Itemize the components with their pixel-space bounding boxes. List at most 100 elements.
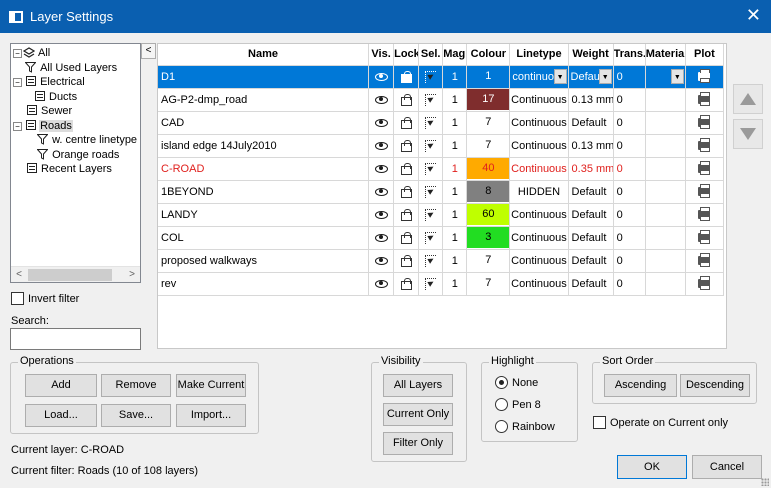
trans-cell[interactable]: 0 bbox=[613, 226, 646, 250]
mag-cell[interactable]: 1 bbox=[442, 203, 468, 227]
colour-cell[interactable]: 7 bbox=[485, 139, 492, 151]
linetype-cell[interactable]: Continuous bbox=[509, 203, 569, 227]
linetype-cell[interactable]: Continuous bbox=[509, 249, 569, 273]
linetype-cell[interactable]: Continuous bbox=[509, 272, 569, 296]
unlock-icon[interactable] bbox=[401, 116, 413, 129]
material-cell[interactable] bbox=[645, 203, 686, 227]
layer-name[interactable]: C-ROAD bbox=[158, 157, 370, 181]
collapse-toggle-icon[interactable]: − bbox=[13, 49, 22, 58]
selectable-cursor-icon[interactable] bbox=[425, 254, 437, 267]
tree-item-ducts[interactable]: Ducts bbox=[13, 90, 140, 105]
trans-cell[interactable]: 0 bbox=[613, 249, 646, 273]
layer-name[interactable]: D1 bbox=[158, 65, 370, 89]
tree-item-roads[interactable]: − Roads bbox=[13, 119, 140, 134]
save-button[interactable]: Save... bbox=[101, 404, 171, 427]
colour-cell[interactable]: 7 bbox=[485, 254, 492, 266]
weight-cell[interactable]: Default bbox=[568, 249, 614, 273]
scroll-right-icon[interactable]: > bbox=[129, 269, 135, 280]
move-up-button[interactable] bbox=[733, 84, 763, 114]
colour-cell[interactable]: 40 bbox=[467, 158, 509, 179]
visibility-eye-icon[interactable] bbox=[374, 118, 388, 127]
tree-item-electrical[interactable]: − Electrical bbox=[13, 75, 140, 90]
selectable-cursor-icon[interactable] bbox=[425, 70, 437, 83]
printer-icon[interactable] bbox=[698, 253, 711, 268]
linetype-cell[interactable]: Continuous bbox=[509, 134, 569, 158]
selectable-cursor-icon[interactable] bbox=[425, 208, 437, 221]
col-header-colour[interactable]: Colour bbox=[466, 44, 511, 66]
mag-cell[interactable]: 1 bbox=[442, 111, 468, 135]
selectable-cursor-icon[interactable] bbox=[425, 231, 437, 244]
tree-item-all[interactable]: − All bbox=[13, 46, 140, 61]
col-header-mag[interactable]: Mag. bbox=[442, 44, 468, 66]
printer-icon[interactable] bbox=[698, 161, 711, 176]
col-header-plot[interactable]: Plot bbox=[685, 44, 725, 66]
visibility-eye-icon[interactable] bbox=[374, 233, 388, 242]
visibility-eye-icon[interactable] bbox=[374, 95, 388, 104]
visibility-eye-icon[interactable] bbox=[374, 141, 388, 150]
printer-icon[interactable] bbox=[698, 207, 711, 222]
col-header-name[interactable]: Name bbox=[158, 44, 370, 66]
unlock-icon[interactable] bbox=[401, 93, 413, 106]
col-header-weight[interactable]: Weight bbox=[568, 44, 614, 66]
checkbox-box[interactable] bbox=[593, 416, 606, 429]
layer-name[interactable]: island edge 14July2010 bbox=[158, 134, 370, 158]
layer-name[interactable]: AG-P2-dmp_road bbox=[158, 88, 370, 112]
descending-button[interactable]: Descending bbox=[680, 374, 750, 397]
collapse-toggle-icon[interactable]: − bbox=[13, 121, 22, 131]
radio-dot[interactable] bbox=[495, 398, 508, 411]
linetype-dropdown[interactable]: continuou▼ bbox=[511, 68, 567, 85]
tree-horizontal-scrollbar[interactable]: < > bbox=[11, 266, 140, 282]
layer-name[interactable]: LANDY bbox=[158, 203, 370, 227]
weight-cell[interactable]: 0.35 mm bbox=[568, 157, 614, 181]
unlock-icon[interactable] bbox=[401, 231, 413, 244]
printer-icon[interactable] bbox=[698, 184, 711, 199]
layers-grid[interactable]: Name Vis. Lock Sel. Mag. Colour Linetype… bbox=[157, 43, 727, 349]
layer-name[interactable]: proposed walkways bbox=[158, 249, 370, 273]
selectable-cursor-icon[interactable] bbox=[425, 139, 437, 152]
colour-cell[interactable]: 1 bbox=[485, 70, 492, 82]
filter-tree[interactable]: − All All Used Layers − Electrical Ducts … bbox=[10, 43, 141, 283]
scroll-left-icon[interactable]: < bbox=[16, 269, 22, 280]
linetype-cell[interactable]: Continuous bbox=[509, 226, 569, 250]
weight-cell[interactable]: 0.13 mm bbox=[568, 134, 614, 158]
printer-icon[interactable] bbox=[698, 230, 711, 245]
colour-cell[interactable]: 8 bbox=[467, 181, 509, 202]
printer-icon[interactable] bbox=[698, 92, 711, 107]
mag-cell[interactable]: 1 bbox=[442, 226, 468, 250]
material-cell[interactable] bbox=[645, 226, 686, 250]
col-header-material[interactable]: Material bbox=[645, 44, 686, 66]
table-row[interactable]: COL 1 3 Continuous Default 0 bbox=[158, 226, 725, 250]
weight-cell[interactable]: Default bbox=[568, 203, 614, 227]
visibility-eye-icon[interactable] bbox=[374, 164, 388, 173]
unlock-icon[interactable] bbox=[401, 254, 413, 267]
all-layers-button[interactable]: All Layers bbox=[383, 374, 453, 397]
trans-cell[interactable]: 0 bbox=[613, 65, 646, 89]
checkbox-box[interactable] bbox=[11, 292, 24, 305]
mag-cell[interactable]: 1 bbox=[442, 249, 468, 273]
trans-cell[interactable]: 0 bbox=[613, 180, 646, 204]
colour-cell[interactable]: 60 bbox=[467, 204, 509, 225]
table-row[interactable]: D1 1 1 continuou▼ Default▼ 0 ▼ bbox=[158, 65, 725, 89]
col-header-linetype[interactable]: Linetype bbox=[509, 44, 569, 66]
trans-cell[interactable]: 0 bbox=[613, 134, 646, 158]
printer-icon[interactable] bbox=[698, 276, 711, 291]
layer-name[interactable]: CAD bbox=[158, 111, 370, 135]
tree-item-orange-roads[interactable]: Orange roads bbox=[13, 148, 140, 163]
weight-cell[interactable]: 0.13 mm bbox=[568, 88, 614, 112]
layer-name[interactable]: 1BEYOND bbox=[158, 180, 370, 204]
collapse-toggle-icon[interactable]: − bbox=[13, 78, 22, 87]
weight-cell[interactable]: Default bbox=[568, 111, 614, 135]
selectable-cursor-icon[interactable] bbox=[425, 116, 437, 129]
move-down-button[interactable] bbox=[733, 119, 763, 149]
selectable-cursor-icon[interactable] bbox=[425, 185, 437, 198]
tree-item-sewer[interactable]: Sewer bbox=[13, 104, 140, 119]
trans-cell[interactable]: 0 bbox=[613, 111, 646, 135]
weight-cell[interactable]: Default bbox=[568, 272, 614, 296]
material-dropdown[interactable]: ▼ bbox=[646, 68, 684, 86]
dropdown-arrow-icon[interactable]: ▼ bbox=[598, 69, 612, 84]
printer-icon[interactable] bbox=[698, 138, 711, 153]
colour-cell[interactable]: 3 bbox=[467, 227, 509, 248]
material-cell[interactable] bbox=[645, 88, 686, 112]
unlock-icon[interactable] bbox=[401, 185, 413, 198]
remove-button[interactable]: Remove bbox=[101, 374, 171, 397]
